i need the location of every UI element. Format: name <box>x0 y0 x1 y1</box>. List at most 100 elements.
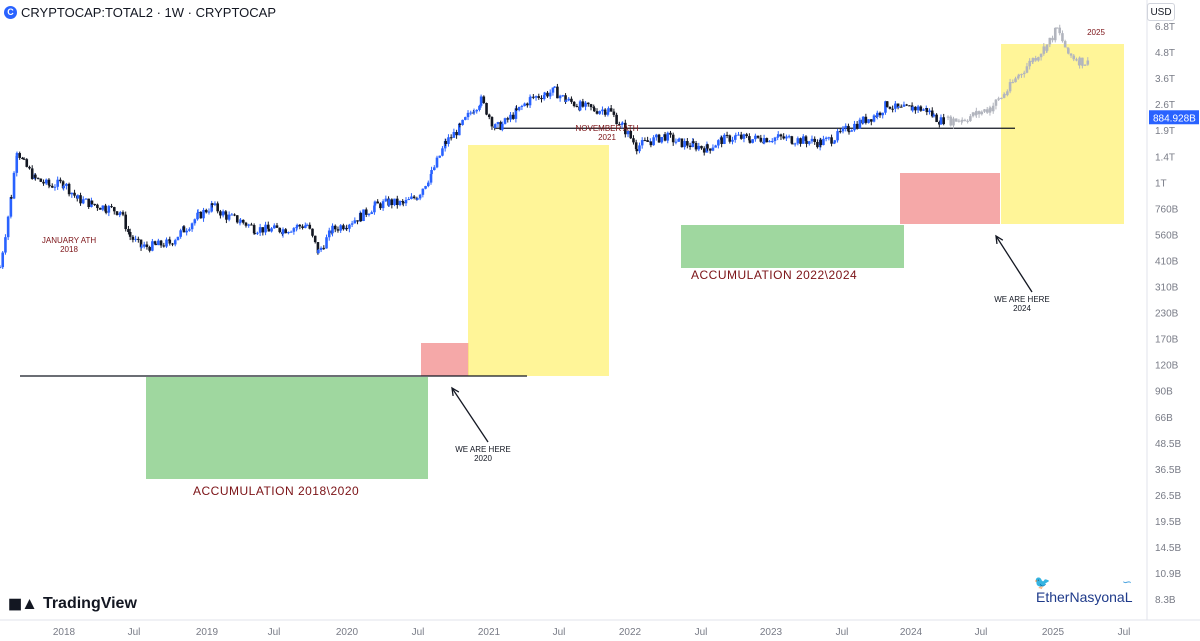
candle <box>6 216 10 238</box>
candle <box>404 199 408 204</box>
projection-candle <box>946 116 950 118</box>
current-price-label: 884.928B <box>1153 113 1196 124</box>
candle <box>44 179 48 184</box>
projection-candle <box>949 116 953 126</box>
bird-icon: 🐦 <box>1034 575 1051 590</box>
candle <box>714 145 717 148</box>
candle <box>12 172 16 199</box>
x-tick-label: Jul <box>553 627 566 638</box>
candle <box>908 105 911 107</box>
cryptocap-logo-icon: C <box>4 5 17 19</box>
zones-layer <box>146 44 1124 479</box>
current-price-badge[interactable] <box>1149 110 1199 125</box>
candle <box>700 145 703 149</box>
candle <box>176 236 180 241</box>
candle <box>287 232 290 234</box>
symbol-header[interactable]: C CRYPTOCAP:TOTAL2 · 1W · CRYPTOCAP <box>4 4 276 20</box>
candle <box>356 220 359 222</box>
candle <box>188 229 191 231</box>
candle <box>390 199 394 206</box>
candle <box>295 224 299 228</box>
candle <box>546 92 549 97</box>
candle <box>65 183 68 186</box>
candle <box>241 219 245 223</box>
candle <box>581 101 585 107</box>
projection-candle <box>1000 97 1003 99</box>
projection-candle <box>954 118 958 122</box>
candle <box>776 136 779 138</box>
candle <box>652 137 655 146</box>
candle <box>359 212 363 222</box>
candle <box>134 238 137 240</box>
candle <box>298 224 302 227</box>
candle <box>540 97 543 100</box>
candle <box>21 157 24 159</box>
projection-candle <box>1014 78 1017 83</box>
candle <box>219 211 222 216</box>
candle <box>819 139 822 146</box>
candle <box>578 101 582 111</box>
candle <box>872 115 876 122</box>
candle <box>548 92 552 97</box>
projection-candle <box>983 109 986 112</box>
candle <box>221 211 225 216</box>
candle <box>233 214 236 216</box>
candle <box>534 96 538 98</box>
x-tick-label: 2021 <box>478 627 501 638</box>
candle <box>73 192 76 196</box>
candle <box>694 142 698 150</box>
projection-candle <box>1002 94 1006 98</box>
candle <box>807 141 811 144</box>
projection-candle <box>1058 27 1062 34</box>
candle <box>137 238 140 240</box>
candle <box>376 201 379 204</box>
candle <box>748 140 752 143</box>
candle <box>609 108 613 112</box>
candle <box>0 267 2 269</box>
candle <box>342 225 345 230</box>
candle <box>640 140 644 146</box>
candle <box>256 232 259 234</box>
y-tick-label: 10.9B <box>1155 569 1181 580</box>
candle <box>867 119 870 123</box>
y-tick-label: 1.9T <box>1155 126 1175 137</box>
candle <box>799 138 802 144</box>
arrow-head <box>451 386 460 397</box>
candle <box>387 199 391 206</box>
candle <box>603 109 607 115</box>
candle <box>266 224 270 229</box>
candle <box>435 157 439 168</box>
candle <box>841 127 845 132</box>
candle <box>607 108 610 113</box>
candle <box>598 111 602 114</box>
projection-candle <box>969 116 972 122</box>
candle <box>430 170 433 175</box>
candle <box>556 86 559 99</box>
candle <box>104 205 107 212</box>
candle <box>350 223 354 225</box>
projection-candle <box>1025 66 1029 73</box>
candle <box>182 226 186 233</box>
candle <box>725 134 729 136</box>
candle <box>482 96 486 104</box>
y-tick-label: 560B <box>1155 230 1179 241</box>
candle <box>922 109 925 111</box>
candle <box>339 225 342 231</box>
candle <box>584 102 587 107</box>
y-tick-label: 230B <box>1155 309 1179 320</box>
projection-candle <box>1061 33 1064 42</box>
candle <box>154 243 157 246</box>
candle <box>739 134 743 139</box>
candle <box>47 179 51 186</box>
candle <box>258 227 262 233</box>
projection-candle <box>1020 74 1023 76</box>
candle <box>589 104 593 108</box>
candle <box>542 95 546 100</box>
currency-button[interactable]: USD <box>1147 3 1175 21</box>
candle <box>515 108 518 111</box>
candle <box>720 137 723 144</box>
tradingview-mark-icon: ◼▲ <box>8 594 38 613</box>
candle <box>461 119 464 125</box>
tradingview-logo[interactable]: ◼▲ TradingView <box>8 593 137 615</box>
